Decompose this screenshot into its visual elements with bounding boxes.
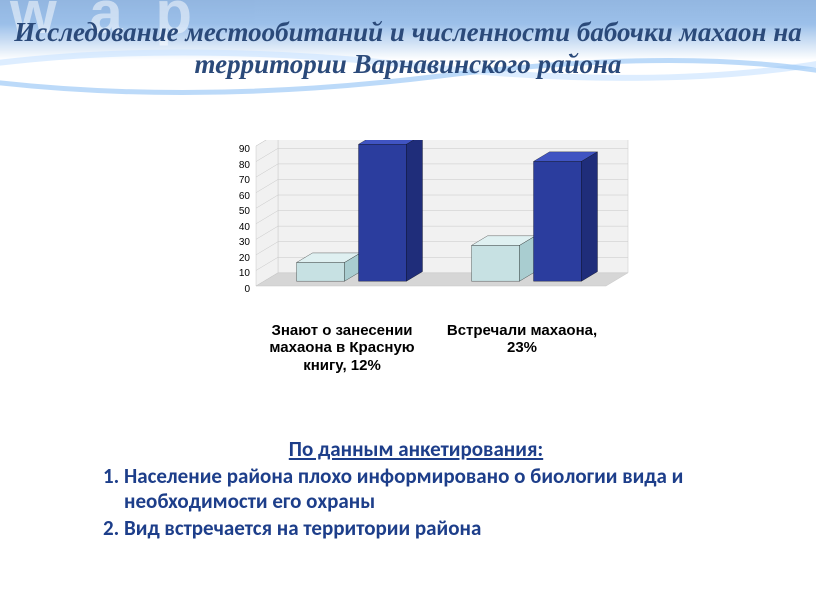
group-label-1: Встречали махаона, 23% xyxy=(442,322,602,374)
summary-heading: По данным анкетирования: xyxy=(96,436,736,462)
x-axis-labels: Знают о занесении махаона в Красную книг… xyxy=(262,322,622,374)
y-tick-label: 30 xyxy=(200,238,250,248)
y-tick-label: 40 xyxy=(200,223,250,233)
page-title: Исследование местообитаний и численности… xyxy=(0,16,816,81)
summary-item-2: Вид встречается на территории района xyxy=(124,516,736,541)
y-tick-label: 60 xyxy=(200,192,250,202)
summary-list: Население района плохо информировано о б… xyxy=(96,464,736,542)
y-tick-label: 80 xyxy=(200,161,250,171)
y-tick-label: 20 xyxy=(200,254,250,264)
y-tick-label: 70 xyxy=(200,176,250,186)
y-tick-label: 50 xyxy=(200,207,250,217)
summary-block: По данным анкетирования: Население район… xyxy=(96,436,736,542)
chart-canvas xyxy=(200,140,640,340)
y-tick-label: 90 xyxy=(200,145,250,155)
y-tick-label: 10 xyxy=(200,269,250,279)
survey-bar-chart: 90 80 70 60 50 40 30 20 10 0 Знают о занесении ма… xyxy=(200,140,640,400)
group-label-0: Знают о занесении махаона в Красную книг… xyxy=(262,322,422,374)
summary-item-1: Население района плохо информировано о б… xyxy=(124,464,736,514)
y-tick-label: 0 xyxy=(200,285,250,295)
